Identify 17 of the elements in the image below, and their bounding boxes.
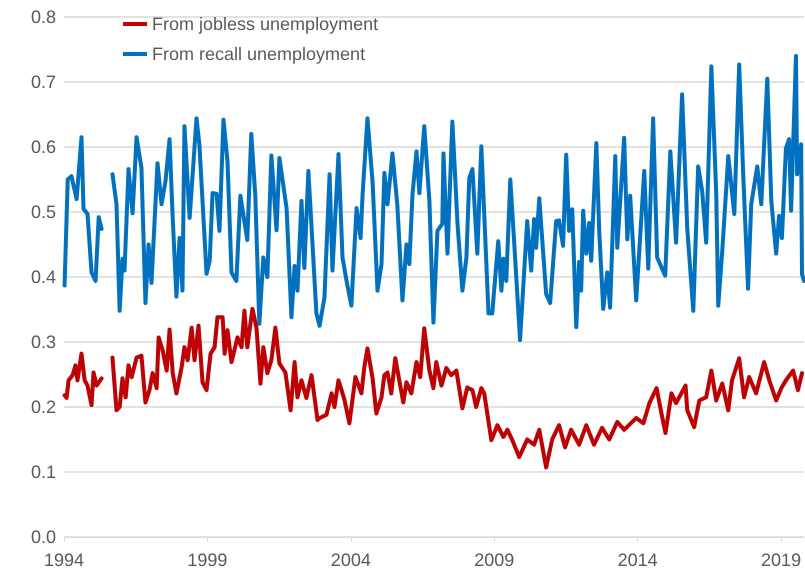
x-tick-label: 1994	[44, 550, 84, 570]
x-tick-label: 2019	[761, 550, 802, 570]
y-tick-label: 0.1	[30, 462, 56, 482]
y-tick-label: 0.3	[30, 332, 56, 352]
x-tick-label: 2004	[330, 550, 371, 570]
y-tick-label: 0.8	[30, 7, 56, 27]
y-tick-label: 0.2	[30, 397, 56, 417]
y-tick-label: 0.5	[30, 202, 56, 222]
y-tick-label: 0.4	[30, 267, 56, 287]
legend-label: From recall unemployment	[152, 44, 366, 64]
x-tick-label: 1999	[187, 550, 228, 570]
legend-label: From jobless unemployment	[152, 14, 378, 34]
y-tick-label: 0.7	[30, 72, 56, 92]
x-tick-label: 2014	[618, 550, 658, 570]
x-tick-label: 2009	[474, 550, 514, 570]
y-tick-label: 0.6	[30, 137, 56, 157]
y-tick-label: 0.0	[30, 527, 56, 547]
